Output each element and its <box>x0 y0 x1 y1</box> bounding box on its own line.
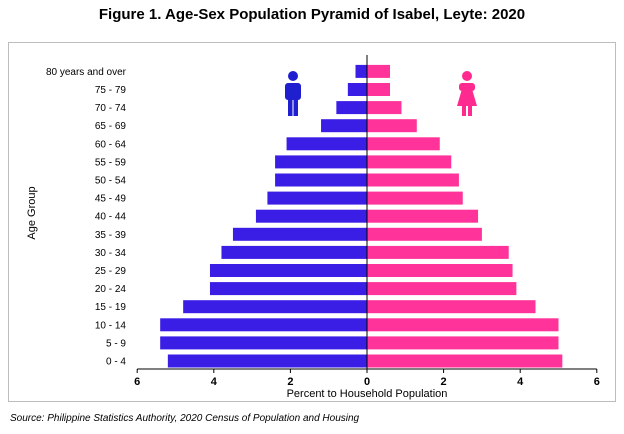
male-bar <box>267 191 367 205</box>
age-group-label: 35 - 39 <box>95 230 127 241</box>
male-bar <box>232 227 367 241</box>
age-group-label: 80 years and over <box>46 67 127 78</box>
male-bar <box>275 155 367 169</box>
x-tick-label: 4 <box>517 376 524 388</box>
age-group-label: 70 - 74 <box>95 103 127 114</box>
female-bar <box>367 282 517 296</box>
female-bar <box>367 209 479 223</box>
male-bar <box>209 282 367 296</box>
female-person-icon <box>457 71 477 116</box>
male-bar <box>255 209 367 223</box>
female-bar <box>367 300 536 314</box>
age-group-label: 25 - 29 <box>95 266 127 277</box>
age-group-label: 5 - 9 <box>106 338 126 349</box>
male-bar <box>321 119 367 133</box>
x-tick-label: 6 <box>134 376 140 388</box>
x-tick-label: 4 <box>211 376 218 388</box>
population-pyramid-chart: 6 4 2 0 2 4 6 0 - 4 5 - 9 10 - 14 15 - 19 20 - 24 2… <box>26 55 600 400</box>
age-group-label: 55 - 59 <box>95 157 127 168</box>
x-axis-label: Percent to Household Population <box>287 388 448 400</box>
male-bar <box>167 354 367 368</box>
female-bar <box>367 336 559 350</box>
male-bar <box>183 300 367 314</box>
y-axis-label: Age Group <box>26 186 38 239</box>
x-tick-labels: 6 4 2 0 2 4 6 <box>134 369 600 388</box>
y-category-labels: 0 - 4 5 - 9 10 - 14 15 - 19 20 - 24 25 - 29 30… <box>46 67 127 368</box>
age-group-label: 10 - 14 <box>95 320 127 331</box>
male-bar <box>275 173 367 187</box>
male-bar <box>286 137 367 151</box>
male-person-icon <box>285 71 301 116</box>
male-bar <box>336 101 367 115</box>
female-bar <box>367 245 509 259</box>
female-bar <box>367 354 563 368</box>
female-bar <box>367 264 513 277</box>
x-tick-label: 0 <box>364 376 370 388</box>
age-group-label: 15 - 19 <box>95 302 127 313</box>
age-group-label: 60 - 64 <box>95 139 127 150</box>
x-tick-label: 6 <box>594 376 600 388</box>
age-group-label: 30 - 34 <box>95 248 127 259</box>
female-bar <box>367 137 440 151</box>
male-bar <box>221 245 367 259</box>
chart-title: Figure 1. Age-Sex Population Pyramid of … <box>98 6 526 23</box>
bars-group <box>160 64 563 368</box>
female-bar <box>367 155 452 169</box>
source-note: Source: Philippine Statistics Authority,… <box>10 413 360 424</box>
age-group-label: 75 - 79 <box>95 85 127 96</box>
female-bar <box>367 101 402 115</box>
male-bar <box>347 83 367 96</box>
female-bar <box>367 83 390 96</box>
age-group-label: 0 - 4 <box>106 357 126 368</box>
male-bar <box>209 264 367 277</box>
male-bar <box>160 318 367 332</box>
female-bar <box>367 191 463 205</box>
female-bar <box>367 318 559 332</box>
x-tick-label: 2 <box>441 376 447 388</box>
chart-area: 6 4 2 0 2 4 6 0 - 4 5 - 9 10 - 14 15 - 19 20 - 24 2… <box>8 42 616 402</box>
female-bar <box>367 64 390 78</box>
male-bar <box>355 64 367 78</box>
female-bar <box>367 173 459 187</box>
age-group-label: 45 - 49 <box>95 194 127 205</box>
x-tick-label: 2 <box>287 376 293 388</box>
age-group-label: 20 - 24 <box>95 284 127 295</box>
age-group-label: 40 - 44 <box>95 212 127 223</box>
female-bar <box>367 119 417 133</box>
age-group-label: 50 - 54 <box>95 176 127 187</box>
age-group-label: 65 - 69 <box>95 121 127 132</box>
male-bar <box>160 336 367 350</box>
female-bar <box>367 227 482 241</box>
